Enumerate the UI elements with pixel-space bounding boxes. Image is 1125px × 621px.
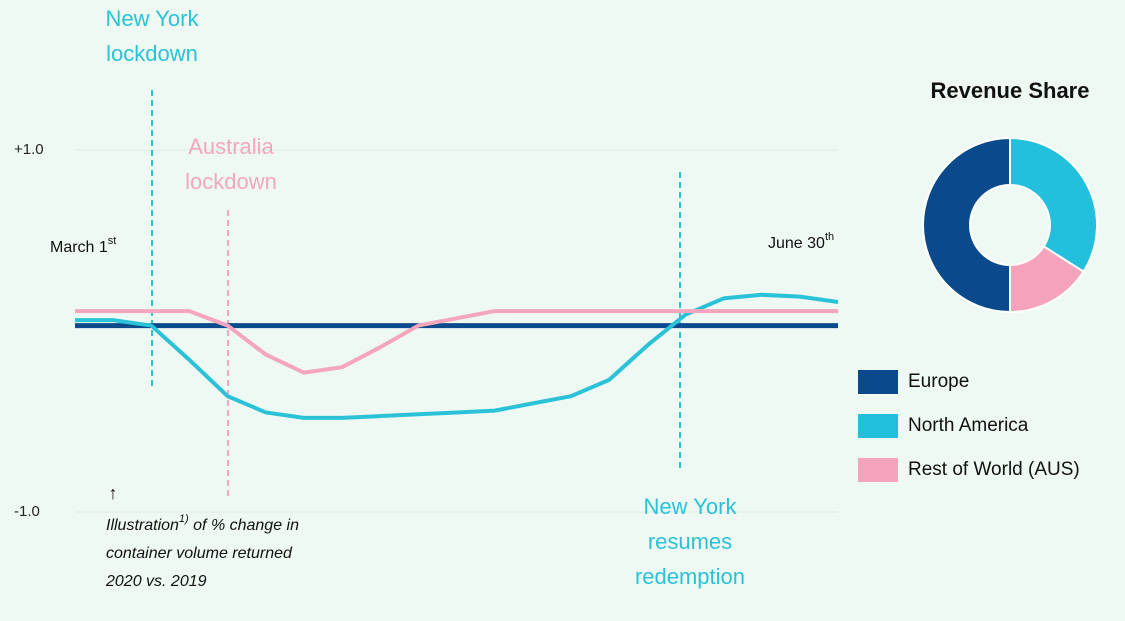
annotation-text: resumes — [648, 529, 732, 554]
legend-swatch — [858, 458, 898, 482]
legend-swatch — [858, 414, 898, 438]
y-tick-label: +1.0 — [14, 141, 44, 158]
pie-slice — [922, 136, 1011, 314]
note: Illustration1) of % change in — [106, 513, 299, 534]
annotation-text: redemption — [635, 564, 745, 589]
legend-label: North America — [908, 415, 1029, 436]
note-sup: 1) — [179, 513, 189, 525]
end-label: June 30th — [768, 231, 834, 252]
legend-label: Europe — [908, 371, 969, 392]
label-sup: st — [108, 235, 117, 247]
series-line — [75, 292, 839, 420]
legend-label: Rest of World (AUS) — [908, 459, 1080, 480]
label-text: June 30 — [768, 235, 825, 252]
label-text: March 1 — [50, 239, 108, 256]
annotation-text: Australia — [188, 134, 274, 159]
label-sup: th — [825, 231, 834, 243]
start-label: March 1st — [50, 235, 116, 256]
note-text: of % change in — [189, 517, 299, 534]
annotation-text: New York — [644, 494, 738, 519]
note: container volume returned — [106, 545, 293, 562]
annotation-text: lockdown — [106, 41, 198, 66]
annotation-text: lockdown — [185, 169, 277, 194]
note: 2020 vs. 2019 — [105, 573, 207, 590]
y-tick-label: -1.0 — [14, 503, 40, 520]
pie-slice — [1009, 136, 1098, 273]
legend-swatch — [858, 370, 898, 394]
annotation-text: New York — [106, 6, 200, 31]
note-text: Illustration — [106, 517, 179, 534]
series-line — [75, 309, 838, 375]
pie-title: Revenue Share — [931, 78, 1090, 103]
arrow: ↑ — [109, 483, 118, 503]
